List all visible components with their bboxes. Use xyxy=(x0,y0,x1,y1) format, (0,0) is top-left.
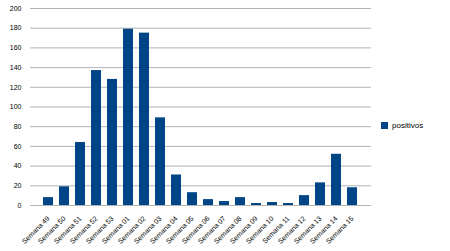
svg-text:100: 100 xyxy=(10,103,22,110)
svg-text:140: 140 xyxy=(10,64,22,71)
svg-text:20: 20 xyxy=(14,182,22,189)
svg-text:Semana 06: Semana 06 xyxy=(180,214,211,245)
svg-text:Semana 53: Semana 53 xyxy=(84,214,115,245)
svg-text:Semana 03: Semana 03 xyxy=(132,214,163,245)
svg-text:160: 160 xyxy=(10,44,22,51)
svg-text:Semana 07: Semana 07 xyxy=(196,214,227,245)
svg-text:Semana 15: Semana 15 xyxy=(325,215,355,245)
svg-text:Semana 13: Semana 13 xyxy=(292,214,323,245)
svg-text:80: 80 xyxy=(14,123,22,130)
svg-text:Semana 51: Semana 51 xyxy=(52,214,83,245)
svg-text:0: 0 xyxy=(18,202,22,209)
svg-text:Semana 05: Semana 05 xyxy=(164,214,195,245)
svg-text:Semana 08: Semana 08 xyxy=(212,214,243,245)
svg-text:Semana 09: Semana 09 xyxy=(228,214,259,245)
svg-text:Semana 01: Semana 01 xyxy=(100,214,131,245)
svg-text:Semana 11: Semana 11 xyxy=(260,214,291,245)
svg-text:Semana 49: Semana 49 xyxy=(20,214,51,245)
svg-text:Semana 52: Semana 52 xyxy=(68,214,99,245)
svg-text:120: 120 xyxy=(10,84,22,91)
svg-text:Semana 10: Semana 10 xyxy=(244,214,275,245)
svg-text:60: 60 xyxy=(14,143,22,150)
svg-text:200: 200 xyxy=(10,5,22,12)
svg-text:180: 180 xyxy=(10,24,22,31)
svg-text:Semana 50: Semana 50 xyxy=(36,214,67,245)
svg-text:Semana 14: Semana 14 xyxy=(308,214,339,245)
svg-text:Semana 02: Semana 02 xyxy=(116,214,147,245)
svg-text:Semana 12: Semana 12 xyxy=(276,214,307,245)
svg-text:Semana 04: Semana 04 xyxy=(148,214,179,245)
svg-text:40: 40 xyxy=(14,162,22,169)
html-text:positivos: positivos xyxy=(392,121,424,130)
